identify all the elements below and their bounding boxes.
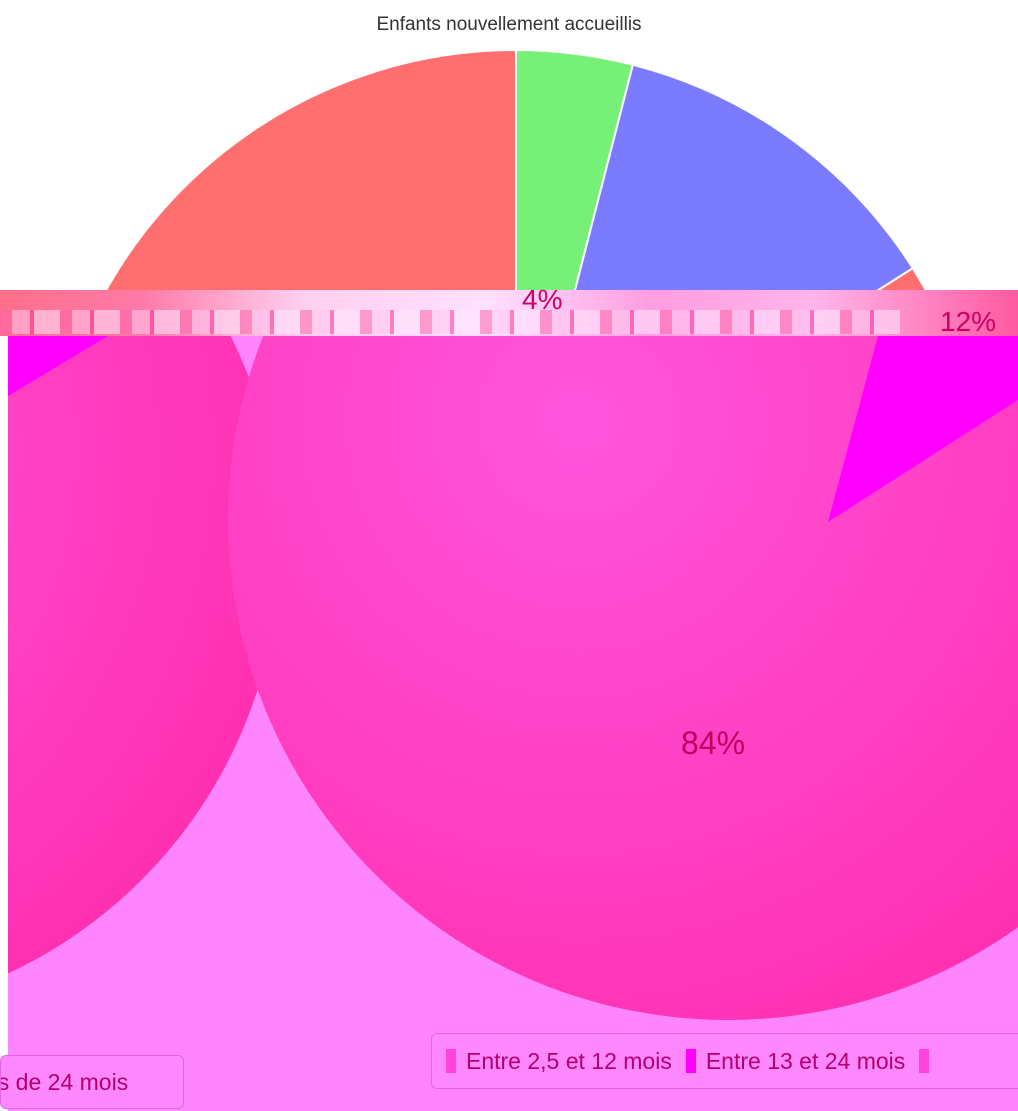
pie-slice-mid[interactable] bbox=[828, 336, 1018, 522]
render-artifact-noise bbox=[0, 310, 900, 334]
slice-label-large: 84% bbox=[681, 725, 745, 761]
legend-swatch-3 bbox=[919, 1049, 930, 1073]
legend-item-1[interactable]: Entre 2,5 et 12 mois bbox=[446, 1048, 672, 1075]
slice-label-small: 4% bbox=[522, 284, 563, 315]
legend-item-3[interactable] bbox=[919, 1049, 930, 1073]
legend-swatch-1 bbox=[446, 1049, 456, 1073]
legend-label-2: Entre 13 et 24 mois bbox=[705, 1047, 906, 1074]
legend-label-1: Entre 2,5 et 12 mois bbox=[466, 1047, 672, 1074]
legend-label-3-partial: us de 24 mois bbox=[1, 1068, 129, 1095]
pie-slice-1[interactable] bbox=[46, 48, 986, 340]
legend-overflow: us de 24 mois bbox=[0, 1055, 184, 1109]
render-artifact-panel: 84% bbox=[8, 336, 1018, 1111]
pie-artifact-left bbox=[8, 336, 280, 974]
pie-slice-2[interactable] bbox=[516, 63, 915, 340]
slice-label-mid: 12% bbox=[940, 306, 997, 337]
pie-chart-duplicate: 84% bbox=[8, 336, 1018, 1020]
legend: Entre 2,5 et 12 mois Entre 13 et 24 mois bbox=[431, 1033, 1018, 1089]
pie-artifact-left-wedge bbox=[8, 336, 108, 396]
chart-title: Enfants nouvellement accueillis bbox=[376, 14, 642, 35]
legend-swatch-2 bbox=[685, 1049, 696, 1073]
pie-slice-large[interactable] bbox=[228, 336, 1018, 1020]
legend-item-2[interactable]: Entre 13 et 24 mois bbox=[685, 1047, 906, 1075]
pie-chart bbox=[46, 48, 986, 340]
